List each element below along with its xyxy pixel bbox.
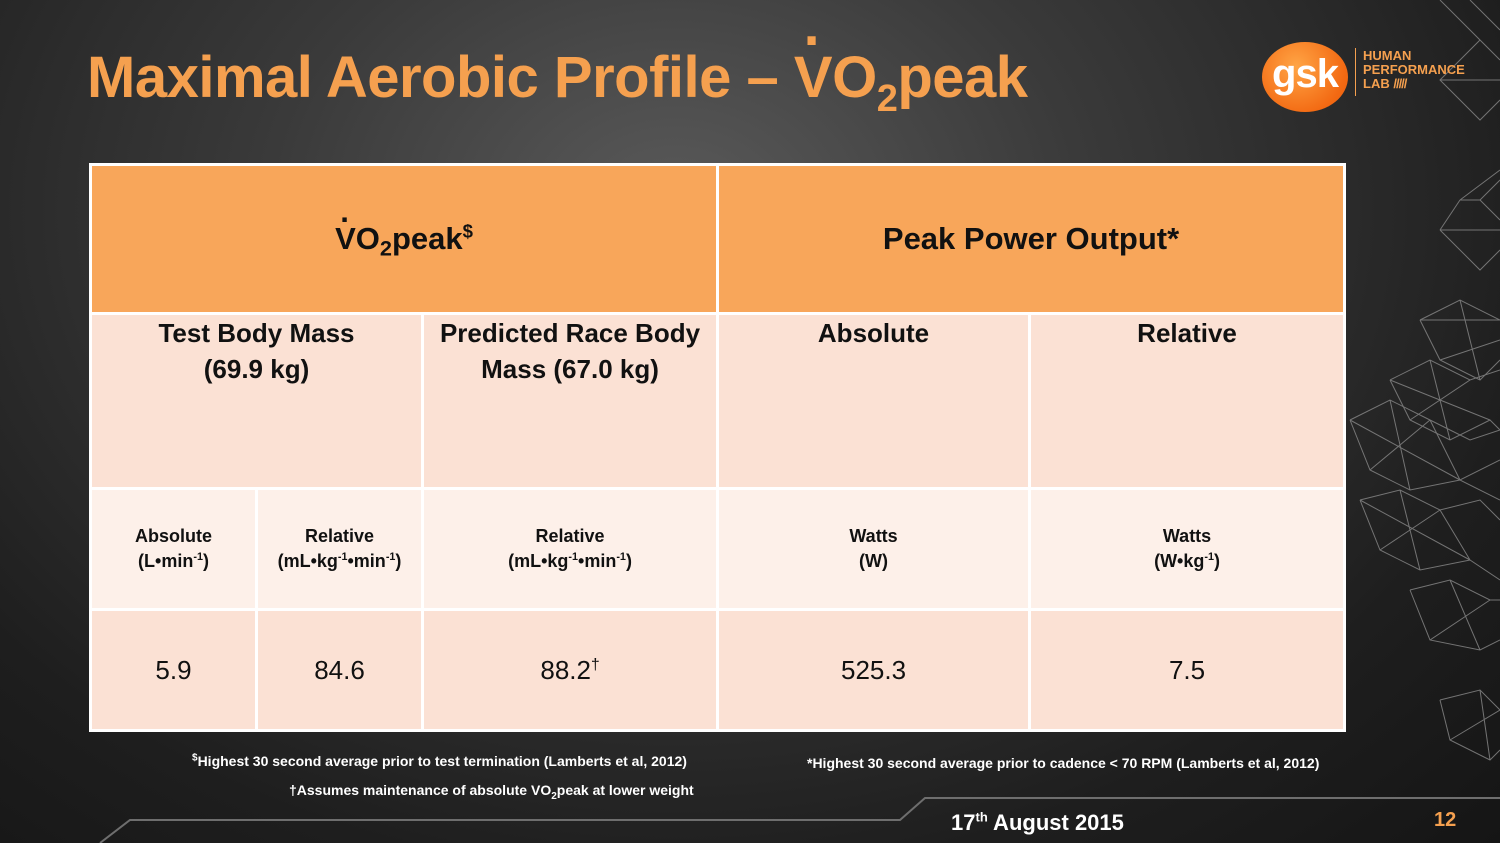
aerobic-profile-table: VO2peak$ Peak Power Output* Test Body Ma…: [88, 163, 1347, 732]
predicted-relative-unit-cell: Relative (mL•kg-1•min-1): [420, 487, 720, 611]
lab-name: HUMAN PERFORMANCE LAB /////: [1363, 48, 1465, 91]
predicted-race-body-mass-header: Predicted Race Body Mass (67.0 kg): [420, 312, 720, 490]
gsk-logo-mark: gsk: [1262, 42, 1348, 112]
value-predicted-relative-vo2: 88.2†: [420, 608, 720, 732]
value-relative-power: 7.5: [1028, 608, 1347, 732]
value-absolute-power: 525.3: [716, 608, 1032, 732]
footnote-vo2peak: $Highest 30 second average prior to test…: [192, 752, 687, 769]
footnote-assumption: †Assumes maintenance of absolute VO2peak…: [289, 782, 694, 802]
relative-power-header: Relative: [1028, 312, 1347, 490]
slide-title: Maximal Aerobic Profile – VO2peak: [87, 44, 1028, 121]
absolute-unit-cell: Absolute (L•min-1): [89, 487, 258, 611]
peak-power-group-header: Peak Power Output*: [716, 163, 1347, 315]
table-group-header-row: VO2peak$ Peak Power Output*: [88, 163, 1347, 315]
slide-date: 17th August 2015: [951, 809, 1124, 835]
absolute-power-header: Absolute: [716, 312, 1032, 490]
watts-unit-cell: Watts (W): [716, 487, 1032, 611]
value-relative-vo2: 84.6: [255, 608, 424, 732]
logo-divider: [1355, 48, 1356, 96]
bottom-decorative-line: [99, 797, 1500, 843]
footnote-peak-power: *Highest 30 second average prior to cade…: [807, 755, 1320, 771]
vo2peak-group-header: VO2peak$: [88, 163, 720, 315]
relative-unit-cell: Relative (mL•kg-1•min-1): [255, 487, 424, 611]
watts-per-kg-unit-cell: Watts (W•kg-1): [1028, 487, 1347, 611]
geometric-pattern-decoration: [1349, 0, 1500, 761]
test-body-mass-header: Test Body Mass (69.9 kg): [89, 312, 424, 490]
page-number: 12: [1434, 809, 1457, 831]
table-subheader-row: Test Body Mass (69.9 kg) Predicted Race B…: [89, 312, 1347, 490]
value-absolute-vo2: 5.9: [89, 608, 258, 732]
table-values-row: 5.9 84.6 88.2† 525.3 7.5: [89, 608, 1347, 732]
table-units-row: Absolute (L•min-1) Relative (mL•kg-1•min-1…: [89, 487, 1347, 611]
gsk-human-performance-lab-logo: gsk HUMAN PERFORMANCE LAB /////: [1262, 42, 1492, 122]
